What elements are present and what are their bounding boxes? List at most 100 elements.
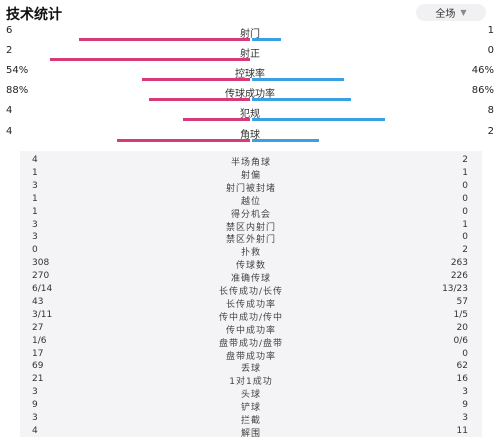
row-right-value: 2 [462, 155, 468, 165]
table-row: 6/14 长传成功/长传 13/23 [20, 283, 482, 297]
stat-right-value: 0 [487, 45, 494, 56]
stat-right-bar [252, 78, 344, 81]
row-left-value: 270 [32, 271, 50, 282]
stat-name: 控球率 [235, 69, 265, 80]
row-right-value: 0/6 [453, 335, 468, 346]
table-row: 3 头球 3 [20, 386, 482, 401]
stat-row: 6 射门 1 [0, 25, 500, 45]
row-left-value: 3 [32, 413, 38, 423]
stat-name: 射正 [240, 49, 260, 60]
row-left-value: 6/14 [32, 284, 53, 294]
stat-left-value: 4 [6, 126, 13, 137]
row-left-value: 1 [32, 193, 38, 204]
row-stat-name: 射门被封堵 [225, 183, 276, 194]
table-row: 3 禁区外射门 0 [20, 231, 482, 245]
row-stat-name: 越位 [240, 196, 261, 207]
row-right-value: 0 [462, 348, 468, 359]
stat-row: 4 角球 2 [0, 126, 500, 146]
row-stat-name: 头球 [240, 390, 261, 401]
row-right-value: 0 [462, 232, 468, 243]
row-right-value: 62 [456, 361, 468, 372]
table-row: 1 得分机会 0 [20, 206, 482, 220]
row-stat-name: 长传成功率 [225, 299, 276, 310]
table-row: 1/6 盘带成功/盘带 0/6 [20, 335, 482, 349]
row-right-value: 0 [462, 193, 468, 204]
row-right-value: 3 [462, 387, 468, 398]
row-stat-name: 传球数 [235, 261, 266, 272]
row-right-value: 2 [462, 245, 468, 256]
row-left-value: 308 [32, 258, 50, 269]
row-left-value: 69 [32, 361, 44, 372]
row-stat-name: 禁区内射门 [225, 222, 276, 233]
stat-left-bar [79, 38, 250, 41]
row-right-value: 9 [462, 400, 468, 411]
row-stat-name: 传中成功率 [225, 325, 276, 336]
stat-row: 88% 传球成功率 86% [0, 85, 500, 105]
row-right-value: 1 [462, 219, 468, 230]
row-stat-name: 丢球 [240, 364, 261, 375]
row-right-value: 226 [450, 271, 468, 282]
stat-left-value: 4 [6, 105, 13, 116]
table-row: 308 传球数 263 [20, 257, 482, 272]
table-row: 3 禁区内射门 1 [20, 219, 482, 233]
scope-dropdown[interactable]: 全场 ▼ [416, 4, 486, 21]
stat-right-value: 1 [487, 25, 494, 36]
table-row: 270 准确传球 226 [20, 270, 482, 284]
stat-right-value: 86% [471, 85, 494, 96]
row-stat-name: 射偏 [240, 170, 261, 181]
scope-label: 全场 [435, 9, 456, 20]
stat-left-value: 88% [6, 85, 29, 96]
row-stat-name: 1对1成功 [229, 377, 273, 388]
stat-row: 4 犯规 8 [0, 105, 500, 125]
stat-left-value: 2 [6, 45, 13, 56]
stat-row: 2 射正 0 [0, 45, 500, 65]
row-right-value: 20 [456, 322, 468, 333]
row-left-value: 1 [32, 206, 38, 217]
row-left-value: 1/6 [32, 335, 47, 346]
table-row: 1 射偏 1 [20, 167, 482, 181]
row-right-value: 1 [462, 167, 468, 178]
row-stat-name: 盘带成功/盘带 [218, 338, 284, 349]
stat-right-bar [252, 98, 351, 101]
stat-left-value: 54% [6, 65, 29, 76]
row-stat-name: 拦截 [240, 416, 261, 426]
row-stat-name: 解围 [240, 428, 261, 439]
page-title: 技术统计 [6, 7, 62, 23]
stat-name: 传球成功率 [225, 89, 275, 100]
table-row: 17 盘带成功率 0 [20, 348, 482, 362]
detail-stats-table: 4 半场角球 2 1 射偏 1 3 射门被封堵 0 1 越位 0 1 得分机会 0 3 禁区内射门 1 3 禁区外射门… [20, 151, 482, 439]
row-right-value: 57 [456, 296, 468, 307]
row-right-value: 16 [456, 374, 468, 385]
stat-left-bar [50, 58, 250, 61]
table-row: 3 射门被封堵 0 [20, 180, 482, 194]
row-left-value: 27 [32, 322, 44, 333]
row-left-value: 0 [32, 245, 38, 256]
stat-right-value: 46% [471, 65, 494, 76]
row-left-value: 3 [32, 387, 38, 398]
stat-right-value: 2 [487, 126, 494, 137]
stat-left-bar [142, 78, 250, 81]
row-right-value: 11 [456, 425, 468, 436]
stats-header: 技术统计 全场 ▼ [0, 0, 500, 26]
chevron-down-icon: ▼ [460, 8, 467, 17]
row-right-value: 0 [462, 206, 468, 217]
row-stat-name: 长传成功/长传 [218, 287, 284, 297]
table-row: 4 解围 11 [20, 425, 482, 439]
row-stat-name: 传中成功/传中 [218, 312, 284, 323]
table-row: 1 越位 0 [20, 193, 482, 207]
row-left-value: 3 [32, 219, 38, 230]
stat-name: 犯规 [240, 109, 260, 120]
stat-right-bar [252, 38, 281, 41]
stat-right-bar [252, 118, 385, 121]
table-row: 3 拦截 3 [20, 412, 482, 426]
row-right-value: 263 [450, 258, 468, 269]
row-stat-name: 得分机会 [230, 209, 271, 220]
row-left-value: 9 [32, 400, 38, 411]
row-stat-name: 盘带成功率 [225, 351, 276, 362]
table-row: 3/11 传中成功/传中 1/5 [20, 309, 482, 323]
row-left-value: 17 [32, 348, 44, 359]
row-left-value: 1 [32, 167, 38, 178]
row-left-value: 4 [32, 425, 38, 436]
stat-right-value: 8 [487, 105, 494, 116]
row-left-value: 21 [32, 374, 44, 385]
